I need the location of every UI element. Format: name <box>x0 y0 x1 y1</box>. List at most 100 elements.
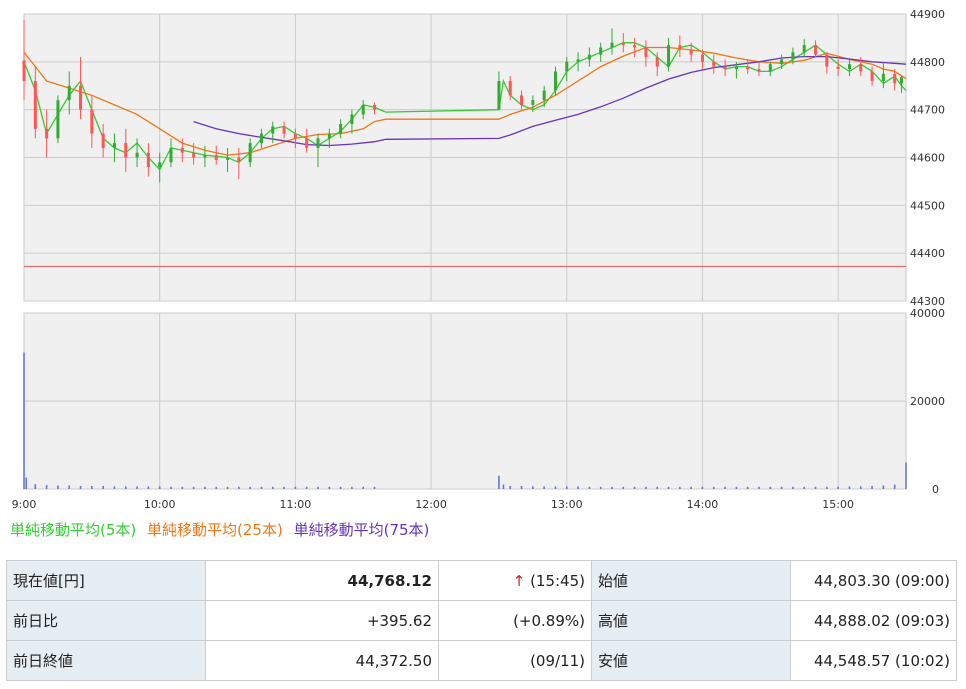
volume-bar <box>283 486 285 489</box>
candle-body <box>192 152 196 158</box>
candle-body <box>520 95 524 105</box>
candle-body <box>780 59 784 65</box>
volume-bar <box>91 485 93 489</box>
high-label: 高値 <box>591 600 791 641</box>
volume-bar <box>509 485 512 489</box>
candle-body <box>644 47 648 58</box>
price-tick-label: 44300 <box>910 295 945 308</box>
candle-body <box>610 42 614 48</box>
volume-bar <box>803 486 806 489</box>
volume-bar <box>158 486 161 489</box>
candle-body <box>112 143 116 148</box>
intraday-chart: 9:00 10:00 11:00 12:00 13:00 14:00 15:00 44900 4… <box>12 8 945 511</box>
volume-bar <box>226 486 229 489</box>
volume-bar <box>170 486 172 489</box>
candle-body <box>214 155 218 160</box>
volume-bar <box>351 486 353 489</box>
candle-body <box>553 71 557 91</box>
x-tick-label: 15:00 <box>822 498 854 511</box>
candle-body <box>847 64 851 70</box>
prev-close-date: (09/11) <box>438 640 592 681</box>
candle-body <box>576 59 580 62</box>
volume-bar <box>893 484 896 489</box>
candle-body <box>350 114 354 125</box>
volume-bar <box>498 475 500 489</box>
quote-row-current: 現在値[円] 44,768.12 ↑ (15:45) 始値 44,803.30 … <box>6 560 957 601</box>
volume-bar <box>780 486 783 489</box>
current-time-cell: ↑ (15:45) <box>438 560 592 601</box>
volume-bar <box>882 485 885 489</box>
volume-bar <box>181 486 184 489</box>
volume-bar <box>667 486 670 489</box>
x-tick-label: 10:00 <box>144 498 176 511</box>
volume-bar <box>543 486 545 489</box>
candle-body <box>621 42 625 46</box>
change-value: +395.62 <box>205 600 439 641</box>
candle-body <box>700 54 704 62</box>
price-tick-label: 44800 <box>910 56 945 69</box>
prev-close-value: 44,372.50 <box>205 640 439 681</box>
volume-bar <box>204 486 206 489</box>
current-time: (15:45) <box>530 571 585 590</box>
candle-body <box>259 133 263 144</box>
volume-tick-label: 20000 <box>910 395 945 408</box>
candle-body <box>282 126 286 134</box>
current-value: 44,768.12 <box>205 560 439 601</box>
candle-body <box>248 143 252 163</box>
volume-bar <box>124 486 127 489</box>
volume-bar <box>611 486 613 489</box>
x-tick-label: 9:00 <box>12 498 37 511</box>
volume-bar <box>859 486 862 489</box>
candle-body <box>542 90 546 101</box>
candle-body <box>373 104 377 110</box>
prev-close-label: 前日終値 <box>6 640 206 681</box>
volume-bar <box>147 486 150 489</box>
volume-bar <box>735 486 738 489</box>
volume-bar <box>837 486 839 489</box>
volume-bar <box>871 485 873 489</box>
candle-body <box>791 52 795 60</box>
x-tick-label: 11:00 <box>280 498 312 511</box>
change-label: 前日比 <box>6 600 206 641</box>
volume-bar <box>588 486 591 489</box>
candle-body <box>531 100 535 105</box>
volume-bar <box>79 485 82 489</box>
candle-body <box>712 61 716 67</box>
price-tick-label: 44500 <box>910 199 945 212</box>
candle-body <box>497 80 501 110</box>
volume-bar <box>34 484 37 489</box>
high-value: 44,888.02 (09:03) <box>790 600 957 641</box>
candle-body <box>881 73 885 81</box>
volume-bar <box>328 486 331 489</box>
volume-bar <box>712 486 715 489</box>
volume-bar <box>192 486 195 489</box>
volume-bar <box>136 486 138 489</box>
volume-bar <box>565 486 568 489</box>
volume-bar <box>271 486 274 489</box>
price-tick-label: 44600 <box>910 152 945 165</box>
volume-bar <box>215 486 218 489</box>
candle-body <box>870 71 874 81</box>
candle-body <box>814 45 818 55</box>
volume-bar <box>305 486 308 489</box>
candle-body <box>56 100 60 139</box>
candle-body <box>237 157 241 163</box>
candle-body <box>893 73 897 84</box>
candle-body <box>825 54 829 67</box>
volume-bar <box>532 486 534 489</box>
volume-bar <box>577 486 579 489</box>
price-tick-label: 44400 <box>910 247 945 260</box>
candle-body <box>689 49 693 55</box>
candle-body <box>587 54 591 60</box>
legend-ma75: 単純移動平均(75本) <box>293 521 430 539</box>
volume-bar <box>645 486 647 489</box>
x-tick-label: 14:00 <box>687 498 719 511</box>
candle-body <box>180 147 184 153</box>
volume-bar <box>554 486 557 489</box>
candle-body <box>146 152 150 168</box>
volume-bar <box>848 486 851 489</box>
volume-bar <box>25 477 28 489</box>
chart-legend: 単純移動平均(5本) 単純移動平均(25本) 単純移動平均(75本) <box>10 519 435 540</box>
volume-bar <box>45 485 48 489</box>
candle-body <box>67 85 71 101</box>
